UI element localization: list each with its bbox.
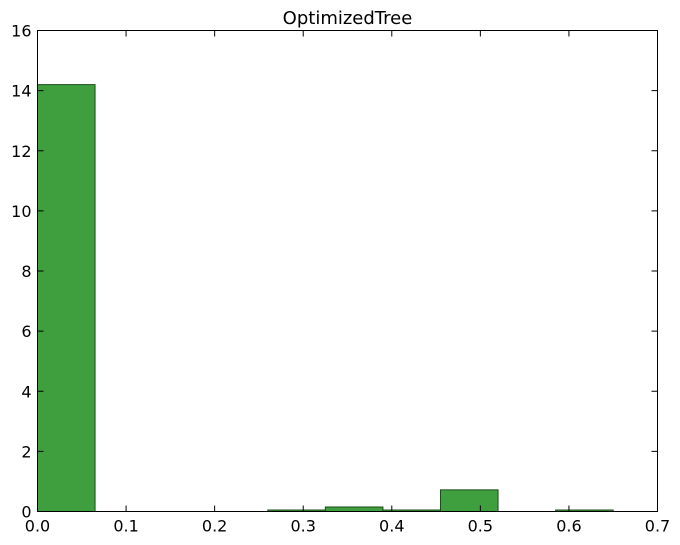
y-tick-label: 0 [21,503,31,522]
x-tick-label: 0.4 [379,517,404,536]
x-tick-label: 0.2 [202,517,227,536]
y-tick-label: 2 [21,442,31,461]
histogram-bar-7 [440,489,499,513]
x-tick-label: 0.0 [25,517,50,536]
ticks-group: 0.0 0.1 0.2 0.3 0.4 0.5 0.6 0.7 0 2 4 6 8 10 12 14 16 [11,22,670,536]
chart-title: OptimizedTree [283,8,413,29]
histogram-bar-0 [37,84,96,513]
x-tick-label: 0.3 [290,517,315,536]
y-tick-label: 8 [21,262,31,281]
y-tick-label: 6 [21,322,31,341]
bars-group [37,84,614,513]
plot-frame [37,30,658,512]
x-tick-label: 0.1 [113,517,138,536]
y-tick-label: 12 [11,142,31,161]
y-tick-label: 16 [11,22,31,41]
y-tick-label: 4 [21,382,31,401]
y-tick-label: 10 [11,202,31,221]
y-tick-label: 14 [11,82,31,101]
histogram-bar-5 [324,506,384,513]
x-tick-label: 0.7 [645,517,670,536]
x-tick-label: 0.5 [468,517,493,536]
x-tick-label: 0.6 [556,517,581,536]
